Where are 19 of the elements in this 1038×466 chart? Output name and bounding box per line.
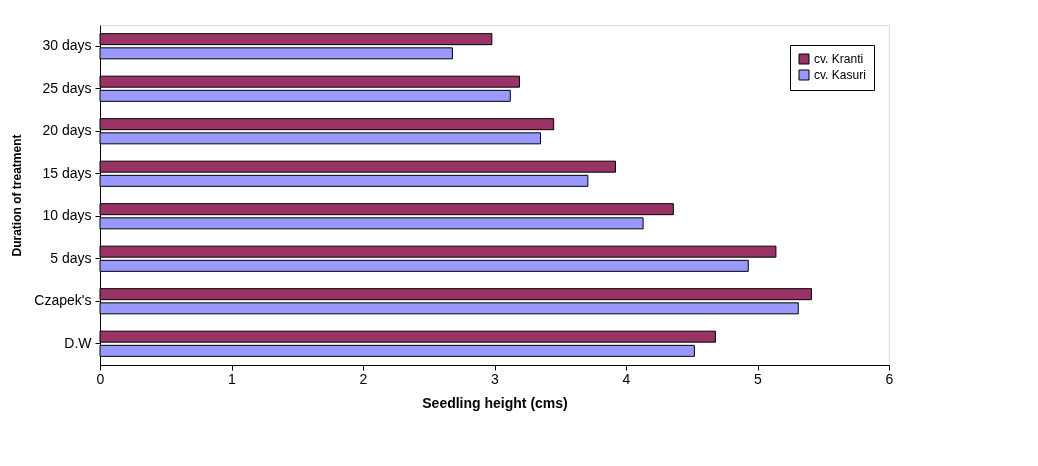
x-axis-title: Seedling height (cms)	[422, 394, 568, 411]
legend-label: cv. Kranti	[814, 52, 864, 66]
x-tick-label: 4	[622, 370, 631, 387]
x-tick-label: 3	[491, 370, 500, 387]
y-tick-label: D.W	[64, 334, 93, 351]
x-tick-label: 5	[754, 370, 763, 387]
x-tick-label: 0	[96, 370, 105, 387]
legend-label: cv. Kasuri	[814, 68, 866, 82]
x-tick-label: 2	[359, 370, 368, 387]
y-tick-label: 5 days	[50, 249, 92, 266]
y-tick-label: 25 days	[42, 79, 92, 96]
x-tick-label: 1	[228, 370, 237, 387]
x-tick-label: 6	[885, 370, 894, 387]
y-tick-label: Czapek's	[34, 292, 92, 309]
y-tick-label: 30 days	[42, 37, 92, 54]
y-tick-label: 15 days	[42, 164, 92, 181]
y-axis-title: Duration of treatment	[10, 134, 25, 257]
y-tick-label: 10 days	[42, 207, 92, 224]
y-tick-label: 20 days	[42, 122, 92, 139]
